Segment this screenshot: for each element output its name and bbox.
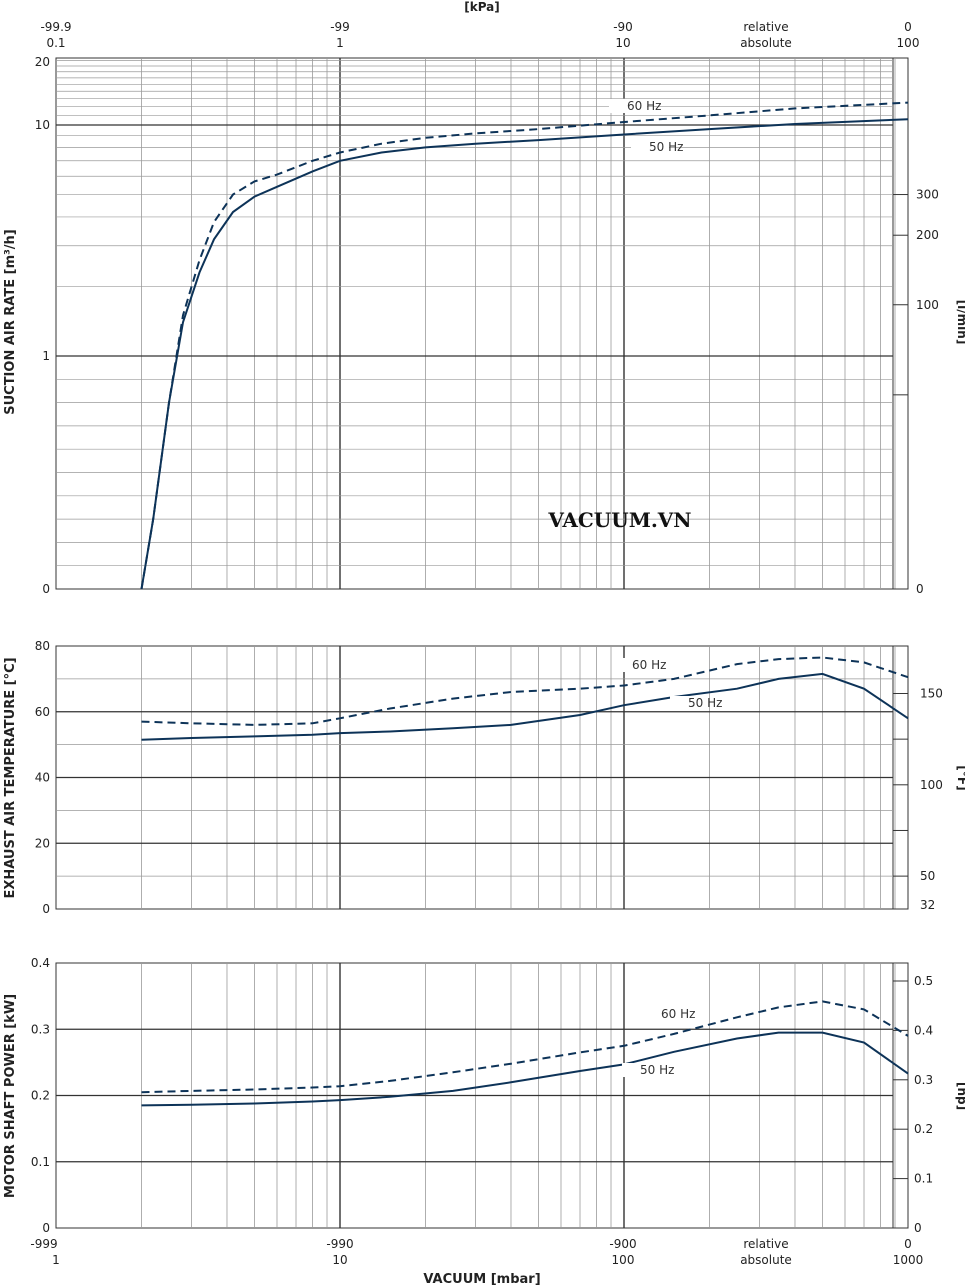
y-right-tick-label: 0.5: [914, 974, 933, 988]
y-tick-label: 1: [42, 349, 50, 363]
bottom-abs-label: absolute: [740, 1253, 792, 1267]
bottom-axis-title: VACUUM [mbar]: [423, 1272, 540, 1287]
watermark: VACUUM.VN: [547, 508, 691, 532]
series-label-bg: [631, 140, 669, 154]
y-tick-label: 0: [42, 582, 50, 596]
y-right-tick-label: 300: [916, 188, 939, 202]
bottom-rel-label: -900: [609, 1237, 636, 1251]
series-line-60hz: [140, 101, 909, 590]
top-rel-label: -99.9: [40, 20, 71, 34]
bottom-abs-label: 100: [612, 1253, 635, 1267]
series-label: 50 Hz: [649, 140, 683, 154]
y-tick-label: 20: [35, 55, 50, 69]
y-tick-label: 0.2: [31, 1089, 50, 1103]
series-label: 60 Hz: [627, 99, 661, 113]
y-right-tick-label: 0.4: [914, 1023, 933, 1037]
motor-power-panel: 0 0.1 0.2 0.3 0.4 0 0.1 0.2 0.3 0.4 0.5 60 Hz 50 Hz: [31, 956, 933, 1235]
series-label-bg: [622, 1063, 660, 1077]
top-abs-label: 1: [336, 36, 344, 50]
power-y-title: MOTOR SHAFT POWER [kW]: [3, 994, 18, 1198]
y-tick-label: 20: [35, 836, 50, 850]
y-right-tick-label: 0.3: [914, 1073, 933, 1087]
y-tick-label: 10: [35, 118, 50, 132]
y-tick-label: 0.1: [31, 1155, 50, 1169]
top-rel-label: relative: [743, 20, 788, 34]
top-axis-unit: [kPa]: [464, 0, 500, 14]
y-right-tick-label: 50: [920, 869, 935, 883]
y-right-tick-label: 100: [920, 778, 943, 792]
top-rel-label: 0: [904, 20, 912, 34]
y-tick-label: 60: [35, 705, 50, 719]
bottom-axis-absolute-labels: 1 10 100 absolute 1000: [52, 1253, 923, 1267]
y-right-tick-label: 200: [916, 228, 939, 242]
top-rel-label: -99: [330, 20, 350, 34]
top-abs-label: 100: [897, 36, 920, 50]
bottom-abs-label: 1000: [893, 1253, 924, 1267]
series-line-50hz: [141, 672, 909, 741]
exhaust-temperature-panel: 0 20 40 60 80 32 50 100 150 60 Hz 50 Hz: [35, 639, 943, 916]
y-right-tick-label: 150: [920, 686, 943, 700]
series-label: 50 Hz: [688, 696, 722, 710]
suction-y-right-unit: [l/min]: [955, 300, 965, 345]
y-right-tick-label: 0.1: [914, 1172, 933, 1186]
bottom-rel-label: -999: [30, 1237, 57, 1251]
y-tick-label: 0.3: [31, 1022, 50, 1036]
y-tick-label: 0: [42, 902, 50, 916]
bottom-rel-label: relative: [743, 1237, 788, 1251]
bottom-rel-label: -990: [326, 1237, 353, 1251]
y-tick-label: 0: [42, 1221, 50, 1235]
series-label-bg: [609, 99, 647, 113]
series-label: 60 Hz: [632, 658, 666, 672]
series-line-60hz: [141, 656, 909, 726]
series-label: 60 Hz: [661, 1007, 695, 1021]
y-tick-label: 0.4: [31, 956, 50, 970]
series-line-50hz: [140, 118, 909, 590]
series-label-bg: [614, 658, 652, 672]
top-abs-label: 10: [615, 36, 630, 50]
bottom-axis-relative-labels: -999 -990 -900 relative 0: [30, 1237, 911, 1251]
y-right-tick-label: 32: [920, 898, 935, 912]
plot-frame: [55, 57, 909, 590]
y-right-tick-label: 0: [916, 582, 924, 596]
temperature-y-title: EXHAUST AIR TEMPERATURE [°C]: [3, 657, 18, 898]
bottom-abs-label: 1: [52, 1253, 60, 1267]
y-right-tick-label: 0.2: [914, 1122, 933, 1136]
top-axis-relative-labels: -99.9 -99 -90 relative 0: [40, 20, 911, 34]
top-axis-absolute-labels: 0.1 1 10 absolute 100: [46, 36, 919, 50]
bottom-rel-label: 0: [904, 1237, 912, 1251]
power-y-right-unit: [hp]: [955, 1082, 965, 1110]
series-label-bg: [670, 696, 708, 710]
series-label-bg: [643, 1007, 681, 1021]
top-abs-label: absolute: [740, 36, 792, 50]
y-tick-label: 40: [35, 771, 50, 785]
top-rel-label: -90: [613, 20, 633, 34]
bottom-abs-label: 10: [332, 1253, 347, 1267]
series-line-60hz: [141, 1000, 909, 1094]
series-line-50hz: [141, 1031, 909, 1107]
temperature-y-right-unit: [°F]: [955, 765, 965, 790]
y-right-tick-label: 0: [914, 1221, 922, 1235]
y-tick-label: 80: [35, 639, 50, 653]
y-right-tick-label: 100: [916, 298, 939, 312]
series-label: 50 Hz: [640, 1063, 674, 1077]
top-abs-label: 0.1: [46, 36, 65, 50]
suction-y-title: SUCTION AIR RATE [m³/h]: [3, 229, 18, 415]
